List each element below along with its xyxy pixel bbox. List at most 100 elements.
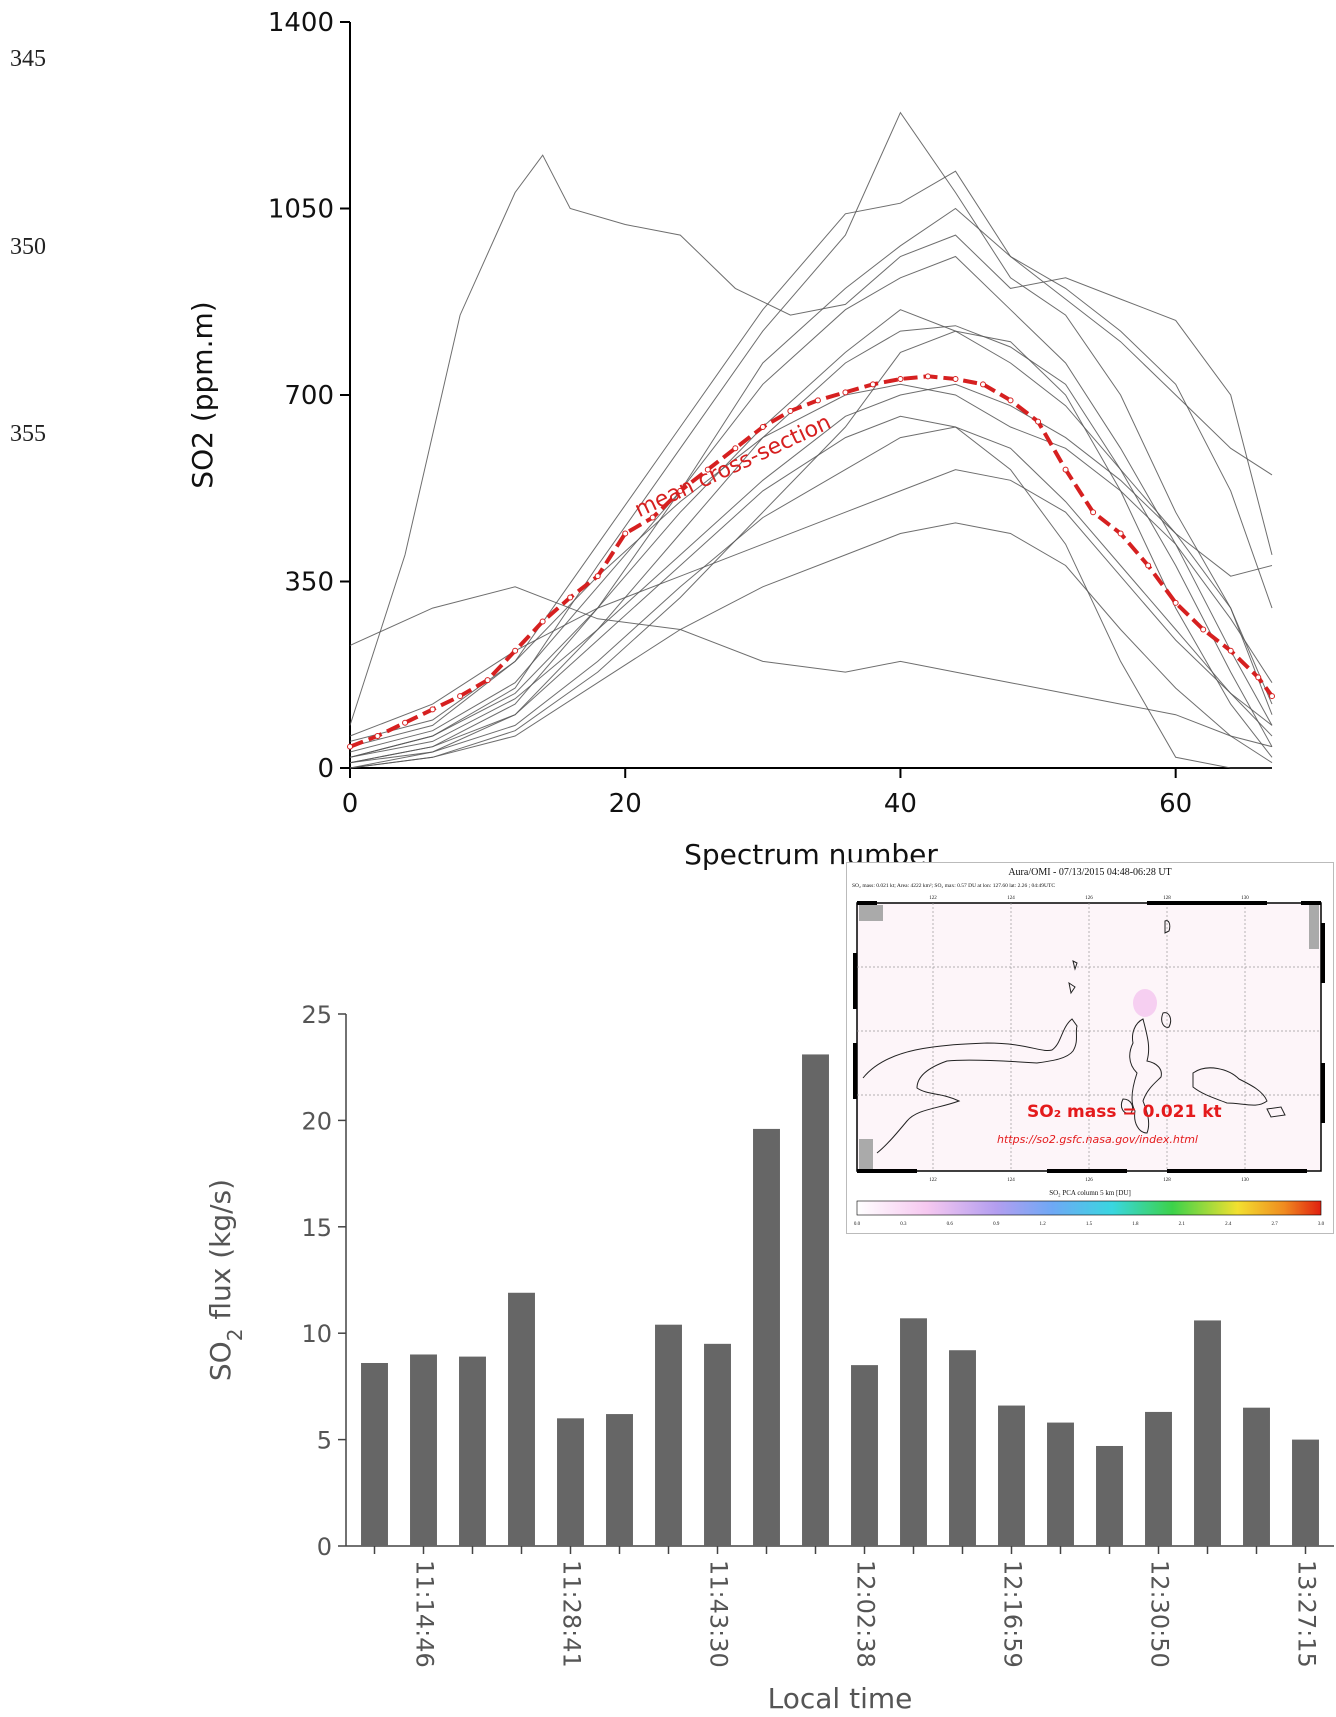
profile-line [349,154,1273,726]
flux-bar [508,1292,535,1546]
flux-bar [1194,1320,1221,1546]
omi-map-grid [857,903,1321,1171]
bottom-y-tick-label: 5 [317,1427,332,1455]
profile-line [349,111,1273,758]
bottom-x-tick-label: 11:43:30 [705,1560,733,1668]
colorbar-tick-label: 2.7 [1271,1222,1278,1227]
flux-bar [1096,1445,1123,1546]
flux-bar [459,1356,486,1546]
lon-tick-124-top: 124 [1007,896,1015,901]
flux-bar [1047,1422,1074,1546]
bottom-x-tick-label: 12:16:59 [999,1560,1027,1668]
mean-point [1090,509,1097,516]
lon-tick-122-bottom: 122 [929,1178,937,1183]
colorbar-tick-label: 2.4 [1225,1222,1232,1227]
bottom-y-tick-label: 20 [301,1107,332,1135]
mean-point [1117,530,1124,537]
so2-plume-highlight [1133,989,1157,1017]
mean-point [869,381,876,388]
mean-point [347,743,353,750]
mean-point [732,445,739,452]
flux-bar [361,1362,388,1546]
lon-tick-124-bottom: 124 [1007,1178,1015,1183]
flux-bar [1145,1411,1172,1546]
top-x-tick-label: 20 [609,789,642,819]
profile-line [349,586,1273,748]
colorbar-tick-label: 1.5 [1086,1222,1093,1227]
lon-tick-130-bottom: 130 [1241,1178,1249,1183]
profile-line [349,309,1273,758]
omi-map-svg: Aura/OMI - 07/13/2015 04:48-06:28 UT SO₂… [852,867,1325,1227]
top-y-tick-label: 0 [317,754,334,784]
flux-bar [753,1128,780,1546]
mean-point [457,693,464,700]
mean-point [374,733,381,740]
top-y-tick-label: 1400 [268,8,334,38]
bottom-y-tick-label: 10 [301,1320,332,1348]
individual-profiles [349,111,1273,769]
profile-line [349,426,1273,764]
mean-point [1145,562,1152,569]
bottom-x-tick-label: 11:14:46 [411,1560,439,1668]
omi-map-corner-bl [859,1139,873,1169]
flux-bar [900,1318,927,1546]
mean-point [787,407,794,414]
colorbar-tick-label: 2.1 [1179,1222,1186,1227]
profile-line [349,383,1273,742]
bottom-x-axis-title: Local time [768,1682,913,1715]
top-y-tick-label: 350 [284,568,334,598]
bottom-x-tick-label: 11:28:41 [558,1560,586,1668]
mean-point [594,573,601,580]
omi-title: Aura/OMI - 07/13/2015 04:48-06:28 UT [1008,867,1171,878]
colorbar-tick-label: 3.0 [1318,1222,1325,1227]
mean-point [842,389,849,396]
top-x-tick-label: 0 [342,789,359,819]
flux-bar [949,1350,976,1546]
top-y-tick-label: 1050 [268,195,334,225]
profile-line [349,207,1273,764]
profile-line [349,469,1273,737]
lon-tick-126-top: 126 [1085,896,1093,901]
colorbar-tick-label: 1.8 [1132,1222,1139,1227]
flux-bar [606,1414,633,1546]
mean-point [1007,397,1014,404]
mean-point [649,514,656,521]
coastlines [862,920,1286,1154]
omi-inset-map: Aura/OMI - 07/13/2015 04:48-06:28 UT SO₂… [846,862,1334,1234]
mean-point [1269,693,1275,700]
omi-map-corner-tl [859,905,883,921]
mean-point [897,376,904,383]
bottom-x-tick-label: 13:27:15 [1293,1560,1321,1668]
mean-point [759,423,766,430]
lon-tick-128-bottom: 128 [1163,1178,1171,1183]
bottom-y-tick-label: 25 [301,1001,332,1029]
mean-cross-section-annotation: mean cross-section [631,410,835,523]
flux-bar [655,1324,682,1546]
bottom-y-axis-title: SO2 flux (kg/s) [204,1179,247,1381]
mean-point [539,618,546,625]
mean-point [567,594,574,601]
colorbar-tick-label: 0.0 [854,1222,861,1227]
omi-subtitle: SO₂ mass: 0.021 kt; Area: 4222 km²; SO₂ … [852,883,1055,889]
colorbar-tick-label: 0.9 [993,1222,1000,1227]
mean-point [429,706,436,713]
mean-point [1062,466,1069,473]
colorbar-tick-label: 1.2 [1039,1222,1046,1227]
top-y-tick-label: 700 [284,381,334,411]
colorbar-tick-label: 0.3 [900,1222,907,1227]
profile-line [349,325,1273,769]
nasa-url-label: https://so2.gsfc.nasa.gov/index.html [997,1133,1198,1146]
mean-point [622,530,629,537]
mean-point [1200,626,1207,633]
mean-point [814,397,821,404]
bottom-x-tick-label: 12:02:38 [852,1560,880,1668]
profile-line [349,415,1272,769]
mean-point [980,381,987,388]
top-x-tick-label: 60 [1159,789,1192,819]
mean-point [952,376,959,383]
mean-point [677,487,684,494]
mean-point [1035,418,1042,425]
colorbar-ticks: 0.0 0.3 0.6 0.9 1.2 1.5 1.8 2.1 2.4 2.7 3.0 [854,1222,1325,1227]
colorbar [856,1200,1322,1216]
